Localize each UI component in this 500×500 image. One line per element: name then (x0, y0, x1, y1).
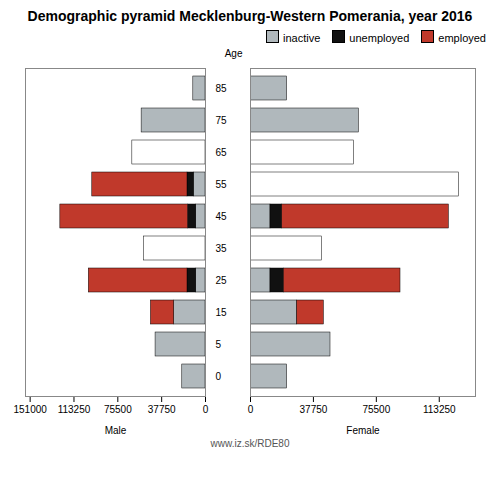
svg-text:113250: 113250 (58, 404, 91, 415)
svg-text:0: 0 (248, 404, 254, 415)
html-text:unemployed: unemployed (349, 32, 410, 44)
svg-text:151000: 151000 (13, 404, 47, 415)
html-text:Demographic pyramid Mecklenbur: Demographic pyramid Mecklenburg-Western … (27, 8, 473, 24)
svg-text:45: 45 (216, 211, 228, 222)
svg-text:0: 0 (203, 404, 209, 415)
svg-text:Female: Female (346, 425, 380, 436)
svg-text:75500: 75500 (104, 404, 132, 415)
html-text:employed: employed (438, 32, 486, 44)
svg-text:37750: 37750 (300, 404, 328, 415)
svg-text:75: 75 (216, 115, 228, 126)
svg-text:55: 55 (216, 179, 228, 190)
html-text:inactive: inactive (283, 32, 321, 44)
svg-text:37750: 37750 (148, 404, 176, 415)
svg-text:5: 5 (216, 339, 222, 350)
svg-text:Male: Male (105, 425, 127, 436)
svg-text:25: 25 (216, 275, 228, 286)
svg-text:75500: 75500 (362, 404, 390, 415)
svg-text:85: 85 (216, 83, 228, 94)
svg-text:35: 35 (216, 243, 228, 254)
svg-text:Age: Age (225, 48, 243, 59)
html-text:www.iz.sk/RDE80: www.iz.sk/RDE80 (210, 438, 290, 449)
svg-text:0: 0 (216, 371, 222, 382)
svg-text:113250: 113250 (423, 404, 456, 415)
svg-text:65: 65 (216, 147, 228, 158)
svg-text:15: 15 (216, 307, 228, 318)
